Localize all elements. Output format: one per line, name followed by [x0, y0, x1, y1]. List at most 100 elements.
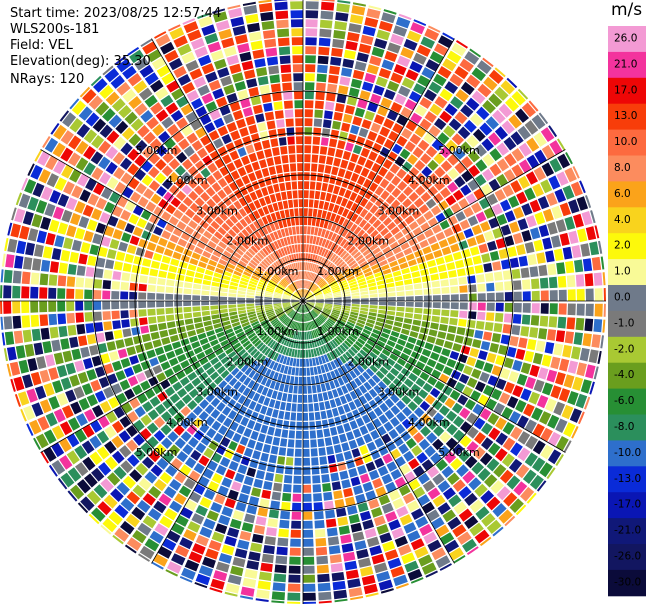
ray-gate — [216, 263, 226, 270]
ray-gate — [407, 500, 420, 512]
ray-gate — [289, 208, 295, 217]
ray-gate — [387, 42, 401, 54]
ray-gate — [218, 258, 228, 266]
ray-gate — [316, 564, 329, 574]
ray-gate — [333, 293, 342, 297]
ray-gate — [66, 313, 75, 324]
ray-gate — [35, 385, 47, 400]
ray-gate — [334, 499, 345, 509]
ray-gate — [382, 328, 391, 335]
ray-gate — [341, 442, 350, 452]
ray-gate — [273, 0, 288, 2]
ray-gate — [275, 465, 285, 474]
ray-gate — [602, 271, 606, 286]
ray-gate — [137, 125, 150, 138]
ray-gate — [120, 310, 129, 319]
ray-gate — [377, 313, 386, 319]
ray-gate — [312, 309, 319, 315]
ray-gate — [94, 390, 106, 403]
ray-gate — [234, 548, 248, 559]
ray-gate — [270, 242, 277, 251]
ray-gate — [312, 208, 318, 217]
ray-gate — [357, 319, 366, 325]
ray-gate — [273, 372, 279, 381]
ray-gate — [261, 260, 269, 268]
ray-gate — [90, 420, 103, 433]
ray-gate — [529, 364, 540, 377]
ray-gate — [394, 343, 404, 352]
ray-gate — [292, 296, 300, 300]
ray-gate — [251, 275, 260, 281]
ray-gate — [439, 431, 451, 443]
ray-gate — [333, 30, 346, 40]
ray-gate — [234, 34, 248, 45]
ray-gate — [113, 406, 125, 419]
ray-gate — [463, 337, 473, 346]
ray-gate — [291, 299, 299, 301]
colorbar-swatch — [608, 233, 646, 260]
ray-gate — [582, 333, 592, 347]
ray-gate — [60, 377, 72, 391]
ray-gate — [438, 239, 449, 248]
ray-gate — [176, 274, 185, 281]
ray-gate — [314, 291, 322, 296]
ray-gate — [131, 264, 141, 274]
ray-gate — [507, 246, 517, 258]
ray-gate — [238, 197, 247, 207]
ray-gate — [120, 291, 129, 300]
ray-gate — [184, 499, 198, 511]
ray-gate — [221, 236, 230, 245]
ray-gate — [314, 329, 319, 338]
ray-gate — [511, 268, 521, 279]
ray-gate — [518, 337, 528, 349]
ray-gate — [246, 78, 258, 88]
ray-gate — [106, 130, 120, 144]
ray-gate — [463, 206, 474, 218]
ray-gate — [333, 369, 341, 378]
ray-gate — [287, 592, 301, 601]
ray-gate — [496, 173, 509, 187]
ray-gate — [466, 135, 479, 148]
ray-gate — [57, 275, 67, 287]
ray-gate — [175, 514, 189, 527]
ray-gate — [69, 118, 84, 133]
ray-gate — [318, 46, 330, 56]
ray-gate — [325, 382, 331, 391]
ray-gate — [367, 256, 376, 263]
ray-gate — [440, 187, 451, 199]
ray-gate — [68, 135, 82, 150]
ray-gate — [579, 347, 590, 362]
ray-gate — [210, 235, 220, 245]
ray-gate — [195, 225, 206, 235]
ray-gate — [244, 327, 253, 334]
ray-gate — [188, 236, 199, 246]
ray-gate — [449, 278, 458, 286]
ray-gate — [223, 207, 233, 218]
ray-gate — [266, 120, 276, 130]
colorbar-tick-label: 21.0 — [614, 58, 637, 70]
ray-gate — [148, 180, 160, 192]
ray-gate — [275, 10, 289, 20]
ray-gate — [342, 296, 351, 299]
ray-gate — [293, 330, 297, 339]
ray-gate — [368, 410, 377, 421]
ray-gate — [59, 438, 72, 453]
ray-gate — [25, 242, 35, 256]
ray-gate — [407, 154, 418, 165]
ray-gate — [407, 336, 417, 344]
ray-gate — [214, 493, 226, 505]
ray-gate — [432, 473, 445, 486]
ray-gate — [291, 28, 303, 37]
ray-gate — [305, 313, 309, 322]
ray-gate — [323, 308, 332, 312]
ray-gate — [325, 509, 336, 519]
ray-gate — [181, 125, 193, 137]
range-ring-label: 1.00km — [257, 265, 299, 278]
ray-gate — [202, 362, 212, 371]
ray-gate — [486, 312, 495, 321]
ray-gate — [407, 530, 421, 542]
ray-gate — [397, 192, 407, 203]
ray-gate — [184, 276, 194, 283]
ray-gate — [272, 202, 279, 212]
